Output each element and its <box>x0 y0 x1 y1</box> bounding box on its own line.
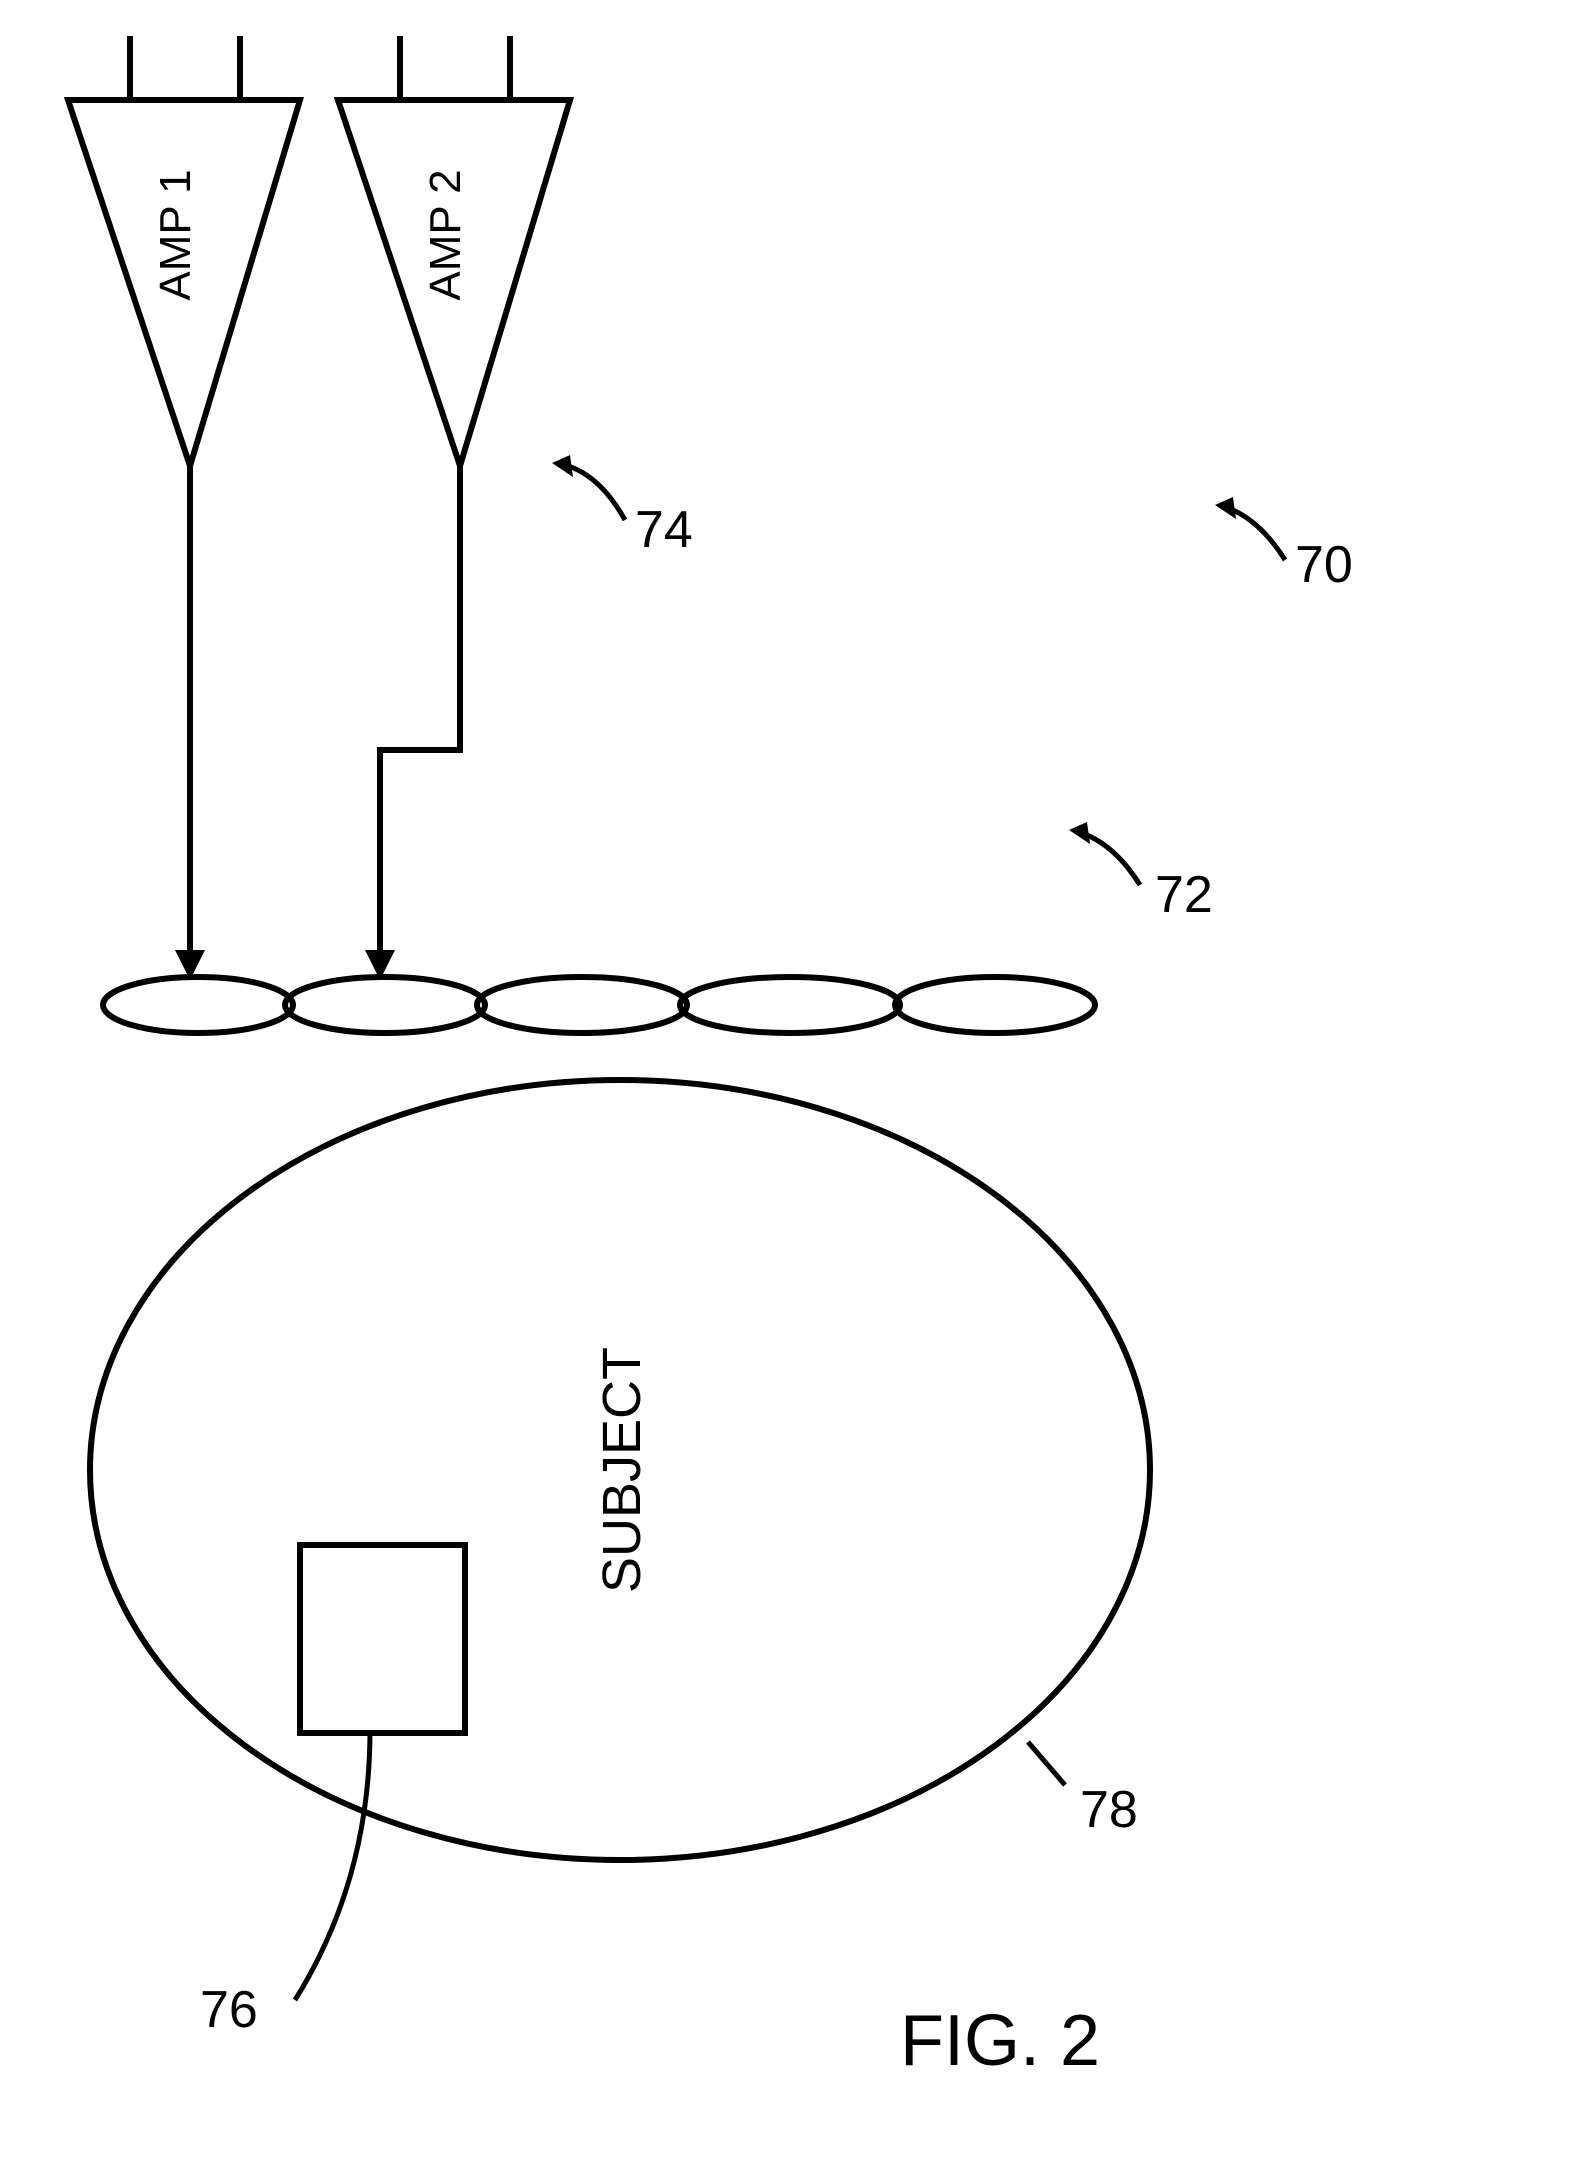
figure-title: FIG. 2 <box>900 2000 1100 2082</box>
ref-arrow-74 <box>552 455 625 520</box>
coil-array <box>103 977 1095 1033</box>
ref-label-70: 70 <box>1295 535 1353 595</box>
subject-label: SUBJECT <box>592 1347 652 1593</box>
ref-lead-78 <box>1028 1742 1065 1785</box>
ref-label-78: 78 <box>1080 1780 1138 1840</box>
amp2-label: AMP 2 <box>421 169 470 300</box>
ref-label-74: 74 <box>635 500 693 560</box>
ref-label-76: 76 <box>200 1980 258 2040</box>
ref-arrow-72 <box>1069 822 1140 885</box>
diagram-canvas: AMP 1 AMP 2 SUBJECT <box>0 0 1577 2182</box>
amp2: AMP 2 <box>338 36 570 466</box>
amp1-label: AMP 1 <box>151 169 200 300</box>
amp1: AMP 1 <box>68 36 300 466</box>
subject: SUBJECT <box>90 1080 1150 1860</box>
ref-arrow-70 <box>1215 497 1285 560</box>
signal-line-2 <box>365 466 460 980</box>
ref-label-72: 72 <box>1155 865 1213 925</box>
signal-line-1 <box>175 466 205 980</box>
subject-box <box>300 1545 465 1733</box>
ref-lead-76 <box>295 1730 370 2000</box>
